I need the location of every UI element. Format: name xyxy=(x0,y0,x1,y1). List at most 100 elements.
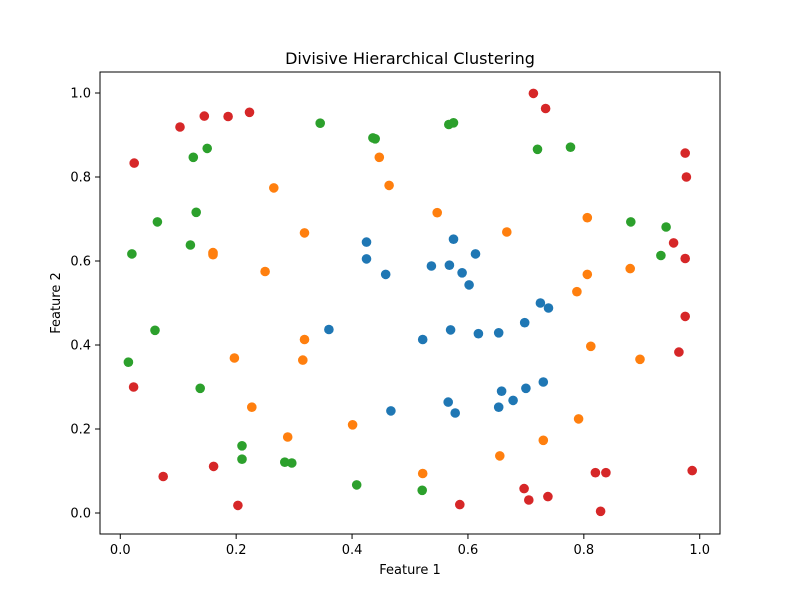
data-point-cluster-1 xyxy=(361,237,372,247)
data-point-cluster-2 xyxy=(208,249,218,260)
data-point-cluster-1 xyxy=(444,260,455,271)
data-point-cluster-3 xyxy=(202,143,212,154)
data-point-cluster-2 xyxy=(625,263,635,274)
data-point-cluster-2 xyxy=(573,414,584,424)
data-point-cluster-1 xyxy=(464,280,474,290)
data-point-cluster-2 xyxy=(635,354,645,365)
data-point-cluster-3 xyxy=(656,250,666,261)
data-point-cluster-2 xyxy=(384,180,394,191)
x-tick-label: 0.4 xyxy=(342,543,363,558)
x-tick-label: 0.2 xyxy=(226,543,247,558)
data-point-cluster-1 xyxy=(470,249,481,259)
data-point-cluster-3 xyxy=(351,480,362,490)
y-tick-label: 0.6 xyxy=(70,255,91,270)
data-point-cluster-1 xyxy=(538,377,549,387)
data-point-cluster-1 xyxy=(493,402,504,413)
plot-area-frame xyxy=(99,71,721,535)
data-point-cluster-3 xyxy=(188,152,199,163)
y-tick-label: 0.8 xyxy=(70,171,91,186)
data-point-cluster-4 xyxy=(681,172,692,182)
data-point-cluster-1 xyxy=(361,254,372,264)
data-point-cluster-3 xyxy=(565,142,576,152)
data-point-cluster-3 xyxy=(123,357,134,368)
data-point-cluster-3 xyxy=(237,441,247,451)
data-point-cluster-2 xyxy=(582,212,593,223)
data-point-cluster-3 xyxy=(315,118,326,128)
data-point-cluster-2 xyxy=(417,468,428,479)
data-point-cluster-3 xyxy=(195,383,205,394)
x-axis-label: Feature 1 xyxy=(379,563,441,578)
y-tick-label: 0.2 xyxy=(70,423,91,438)
y-tick-label: 0.4 xyxy=(70,339,91,354)
y-tick-label: 1.0 xyxy=(70,87,91,102)
data-point-cluster-4 xyxy=(680,148,690,158)
data-point-cluster-4 xyxy=(543,491,553,502)
data-point-cluster-4 xyxy=(233,500,243,511)
data-point-cluster-2 xyxy=(495,451,505,461)
data-point-cluster-2 xyxy=(572,286,582,297)
data-point-cluster-4 xyxy=(687,465,697,476)
data-point-cluster-1 xyxy=(535,298,546,308)
data-point-cluster-2 xyxy=(586,341,596,352)
data-point-cluster-3 xyxy=(626,217,636,227)
data-point-cluster-3 xyxy=(191,207,201,218)
data-point-cluster-4 xyxy=(680,253,690,264)
data-point-cluster-2 xyxy=(582,269,593,280)
data-point-cluster-3 xyxy=(370,134,381,144)
points-layer xyxy=(123,88,697,517)
data-point-cluster-3 xyxy=(448,118,459,128)
data-point-cluster-1 xyxy=(493,328,504,338)
x-tick-label: 0.0 xyxy=(110,543,131,558)
data-point-cluster-4 xyxy=(601,467,611,478)
x-tick-label: 1.0 xyxy=(689,543,710,558)
data-point-cluster-3 xyxy=(152,217,163,227)
data-point-cluster-4 xyxy=(680,311,690,322)
data-point-cluster-2 xyxy=(298,355,308,365)
data-point-cluster-2 xyxy=(269,183,279,193)
data-point-cluster-1 xyxy=(380,269,391,280)
chart-title: Divisive Hierarchical Clustering xyxy=(285,49,535,68)
data-point-cluster-3 xyxy=(661,222,671,232)
data-point-cluster-4 xyxy=(223,111,233,122)
data-point-cluster-3 xyxy=(237,454,247,465)
data-point-cluster-2 xyxy=(538,435,549,446)
ticks-layer: 0.0 0.2 0.4 0.6 0.8 1.0 0.0 0.2 0.4 0.6 0.8 1.0 xyxy=(70,87,710,559)
data-point-cluster-2 xyxy=(299,334,310,345)
data-point-cluster-4 xyxy=(595,506,606,517)
data-point-cluster-3 xyxy=(150,325,160,336)
data-point-cluster-3 xyxy=(127,249,137,259)
data-point-cluster-4 xyxy=(528,88,539,99)
data-point-cluster-4 xyxy=(455,499,465,510)
data-point-cluster-4 xyxy=(158,471,168,482)
data-point-cluster-1 xyxy=(496,386,507,397)
data-point-cluster-4 xyxy=(668,238,679,248)
data-point-cluster-1 xyxy=(521,383,531,394)
data-point-cluster-4 xyxy=(129,158,139,168)
data-point-cluster-1 xyxy=(417,334,428,345)
data-point-cluster-1 xyxy=(448,234,459,244)
data-point-cluster-4 xyxy=(674,347,684,357)
data-point-cluster-1 xyxy=(386,406,396,416)
data-point-cluster-2 xyxy=(282,432,293,442)
x-tick-label: 0.6 xyxy=(458,543,479,558)
data-point-cluster-1 xyxy=(473,328,484,339)
data-point-cluster-2 xyxy=(229,353,240,363)
data-point-cluster-4 xyxy=(540,103,551,114)
data-point-cluster-1 xyxy=(508,395,518,406)
data-point-cluster-4 xyxy=(590,467,601,478)
data-point-cluster-2 xyxy=(432,207,443,218)
data-point-cluster-1 xyxy=(324,324,334,335)
data-point-cluster-1 xyxy=(519,317,530,328)
data-point-cluster-1 xyxy=(543,303,554,313)
data-point-cluster-2 xyxy=(247,402,257,413)
data-point-cluster-2 xyxy=(502,227,512,237)
data-point-cluster-2 xyxy=(374,152,385,163)
data-point-cluster-1 xyxy=(426,261,437,271)
data-point-cluster-4 xyxy=(524,495,534,505)
data-point-cluster-3 xyxy=(287,458,297,468)
data-point-cluster-4 xyxy=(519,483,529,494)
data-point-cluster-2 xyxy=(299,228,310,238)
data-point-cluster-4 xyxy=(208,461,219,472)
data-point-cluster-4 xyxy=(175,122,185,132)
